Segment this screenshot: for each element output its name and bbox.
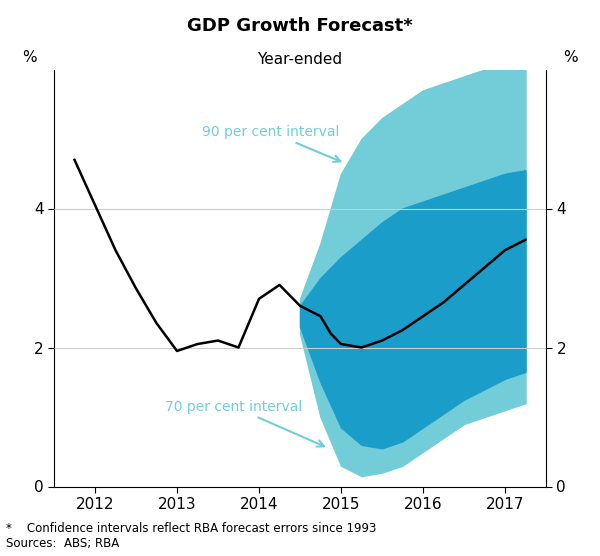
Text: *    Confidence intervals reflect RBA forecast errors since 1993: * Confidence intervals reflect RBA forec…: [6, 522, 376, 535]
Title: Year-ended: Year-ended: [257, 52, 343, 67]
Text: 70 per cent interval: 70 per cent interval: [164, 400, 324, 446]
Text: 90 per cent interval: 90 per cent interval: [202, 125, 340, 162]
Text: %: %: [563, 51, 578, 65]
Text: Sources:  ABS; RBA: Sources: ABS; RBA: [6, 538, 119, 550]
Text: %: %: [22, 51, 37, 65]
Text: GDP Growth Forecast*: GDP Growth Forecast*: [187, 17, 413, 34]
